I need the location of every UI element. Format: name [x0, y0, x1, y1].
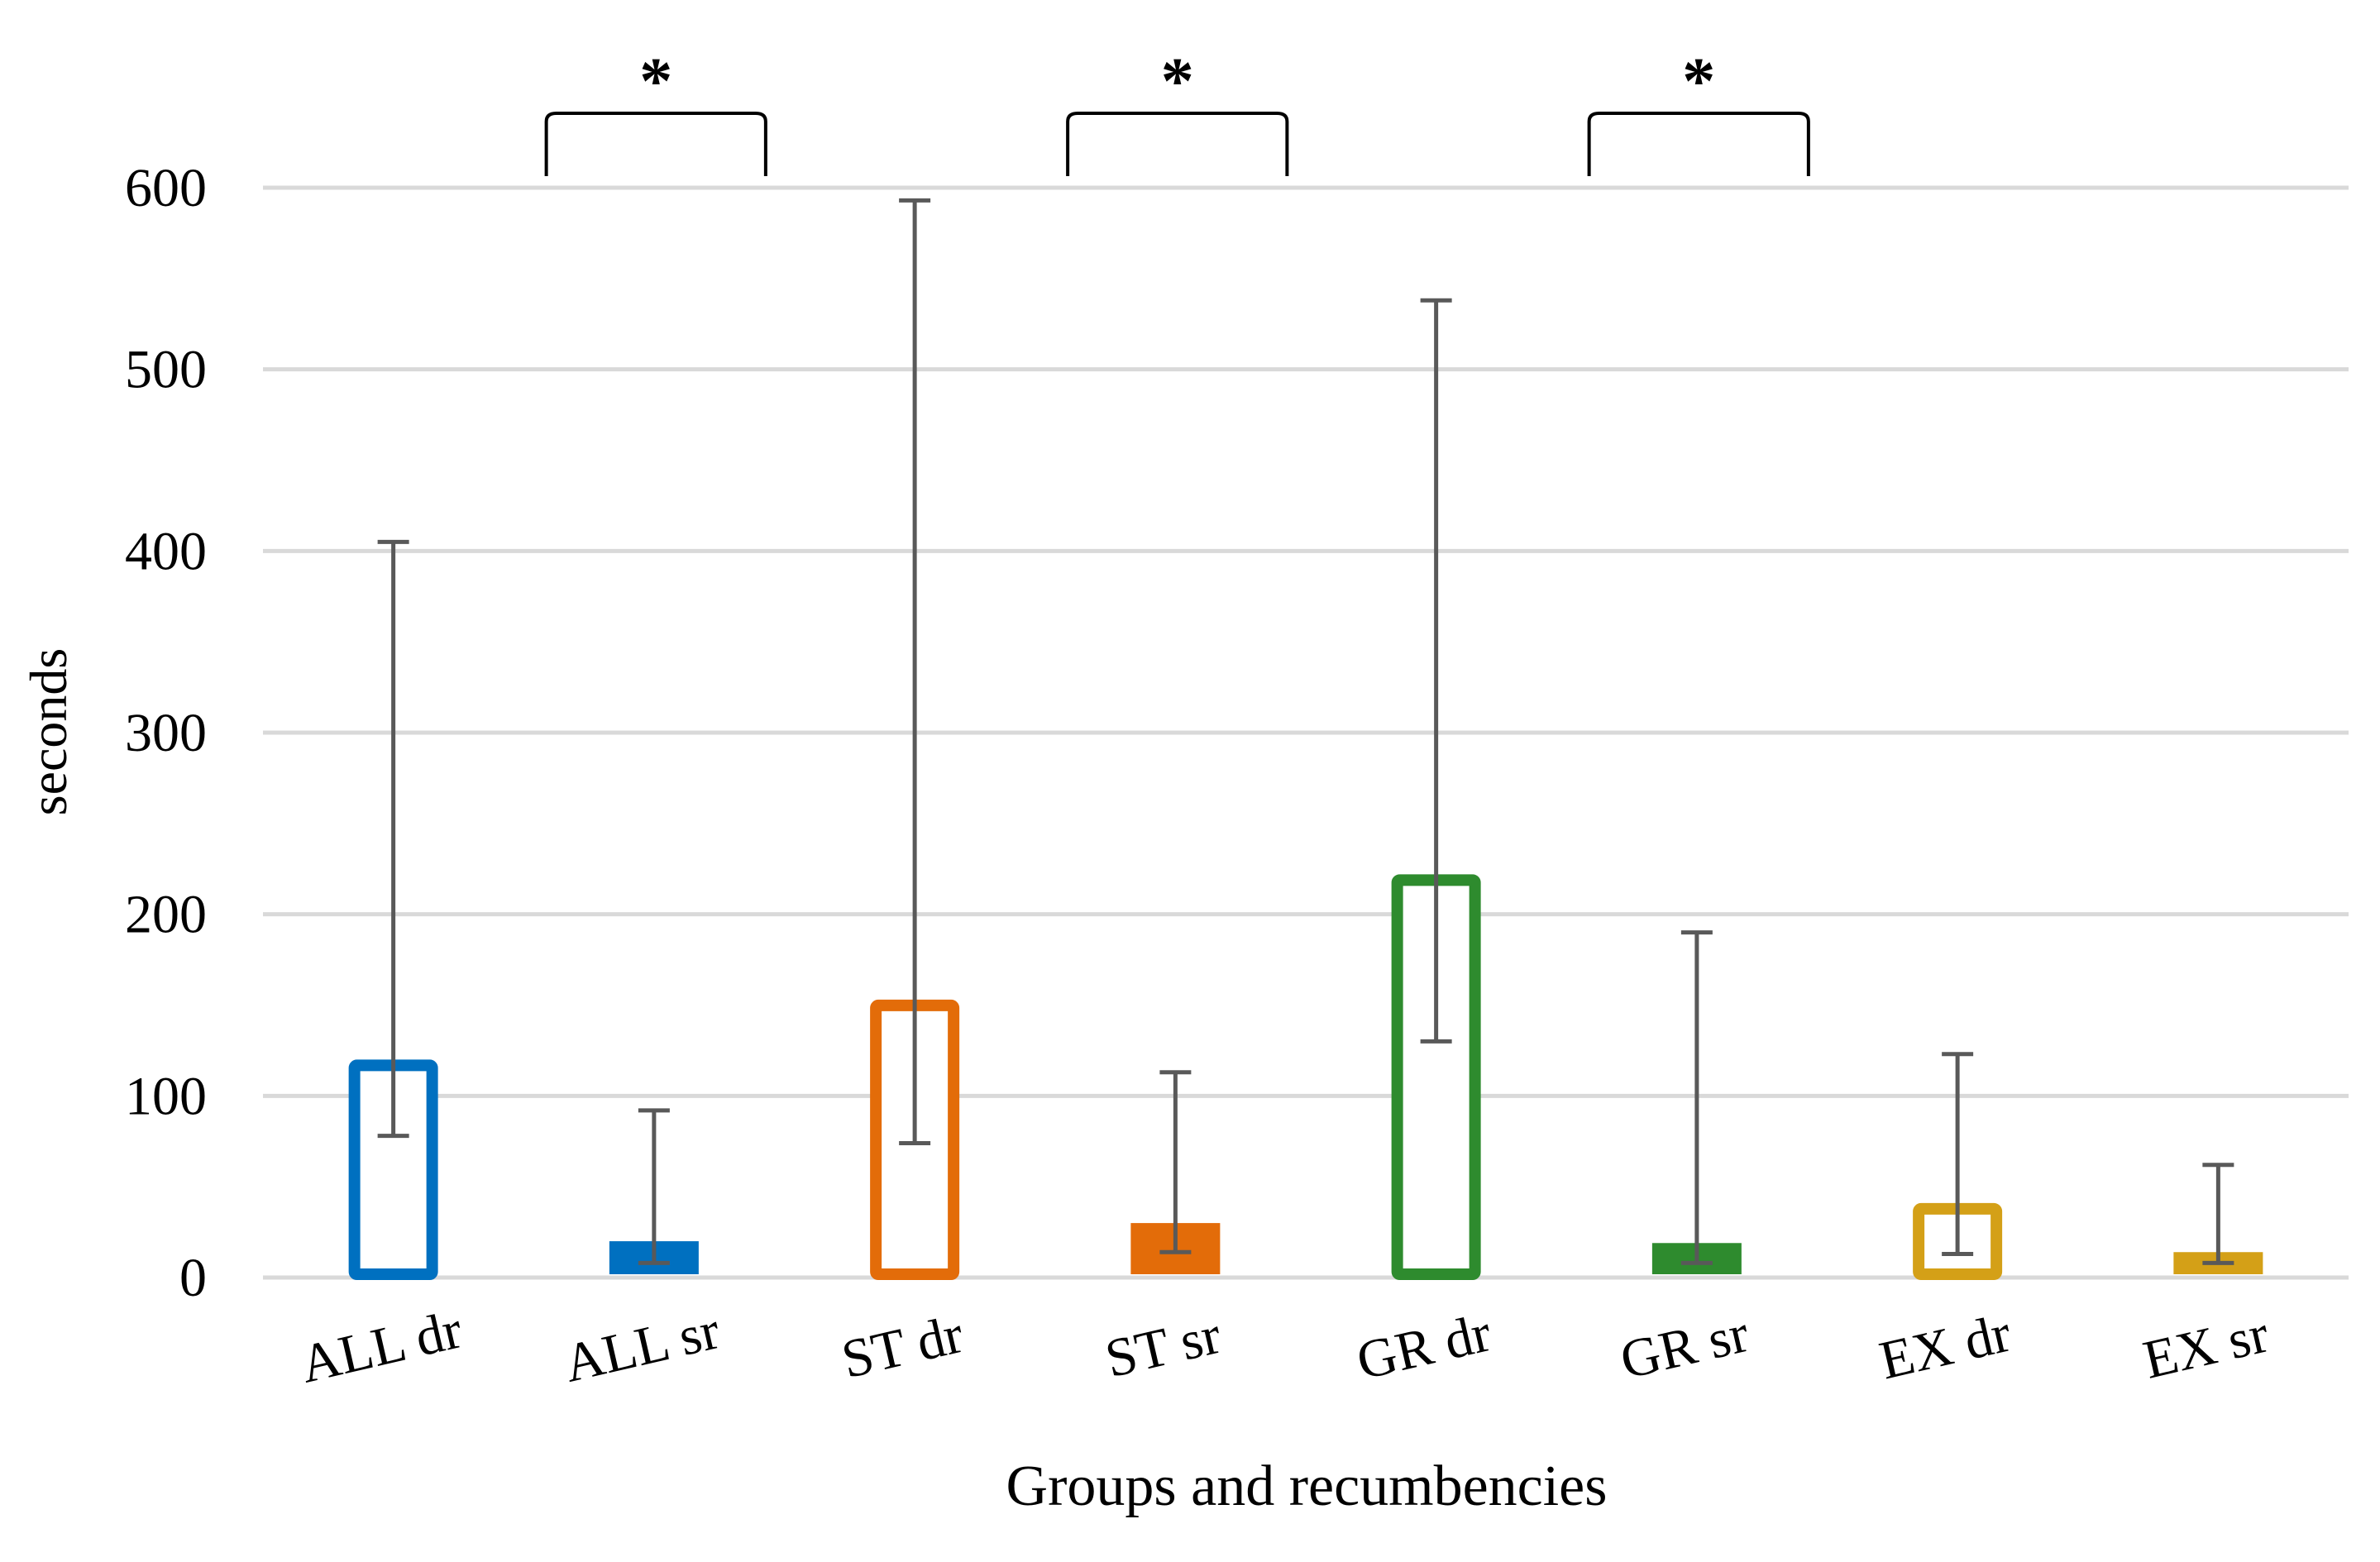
significance-bracket: *	[1066, 45, 1289, 176]
error-bar	[1420, 298, 1452, 1044]
x-tick-label: GR sr	[1615, 1303, 1754, 1391]
y-tick-label: 400	[125, 521, 207, 581]
error-bar	[638, 1108, 670, 1265]
error-bar	[377, 539, 409, 1139]
bracket-line	[1587, 112, 1810, 176]
x-tick-label: EX dr	[1874, 1303, 2016, 1392]
significance-label: *	[1682, 45, 1715, 118]
bracket-line	[544, 112, 767, 176]
y-tick-label: 300	[125, 703, 207, 763]
x-tick-label: GR dr	[1351, 1302, 1496, 1392]
y-axis-label: seconds	[19, 648, 78, 816]
error-bar	[899, 198, 931, 1145]
y-tick-label: 500	[125, 340, 207, 400]
y-tick-label: 0	[179, 1248, 207, 1308]
grid-lines	[263, 185, 2349, 1280]
y-tick-label: 200	[125, 885, 207, 945]
error-bar	[1680, 930, 1713, 1265]
bars	[348, 874, 2263, 1281]
significance-bracket: *	[1587, 45, 1810, 176]
y-tick-label: 600	[125, 158, 207, 218]
y-tick-label: 100	[125, 1066, 207, 1126]
error-bar	[2202, 1163, 2234, 1265]
significance-brackets: * * *	[544, 45, 1810, 176]
x-tick-label: ALL sr	[558, 1300, 725, 1394]
x-tick-label: ST dr	[836, 1304, 968, 1390]
significance-label: *	[639, 45, 672, 118]
error-bar	[1942, 1052, 1974, 1256]
error-bar	[1159, 1070, 1192, 1254]
x-axis-ticks: ALL dr ALL sr ST dr ST sr GR dr GR sr EX dr EX …	[294, 1299, 2273, 1395]
error-bars	[377, 198, 2234, 1265]
y-axis-ticks: 0 100 200 300 400 500 600	[125, 158, 207, 1308]
bracket-line	[1066, 112, 1289, 176]
x-tick-label: EX sr	[2138, 1303, 2274, 1390]
significance-label: *	[1161, 45, 1194, 118]
significance-bracket: *	[544, 45, 767, 176]
x-tick-label: ST sr	[1100, 1305, 1226, 1390]
x-tick-label: ALL dr	[294, 1299, 467, 1395]
x-axis-label: Groups and recumbencies	[1006, 1455, 1608, 1518]
